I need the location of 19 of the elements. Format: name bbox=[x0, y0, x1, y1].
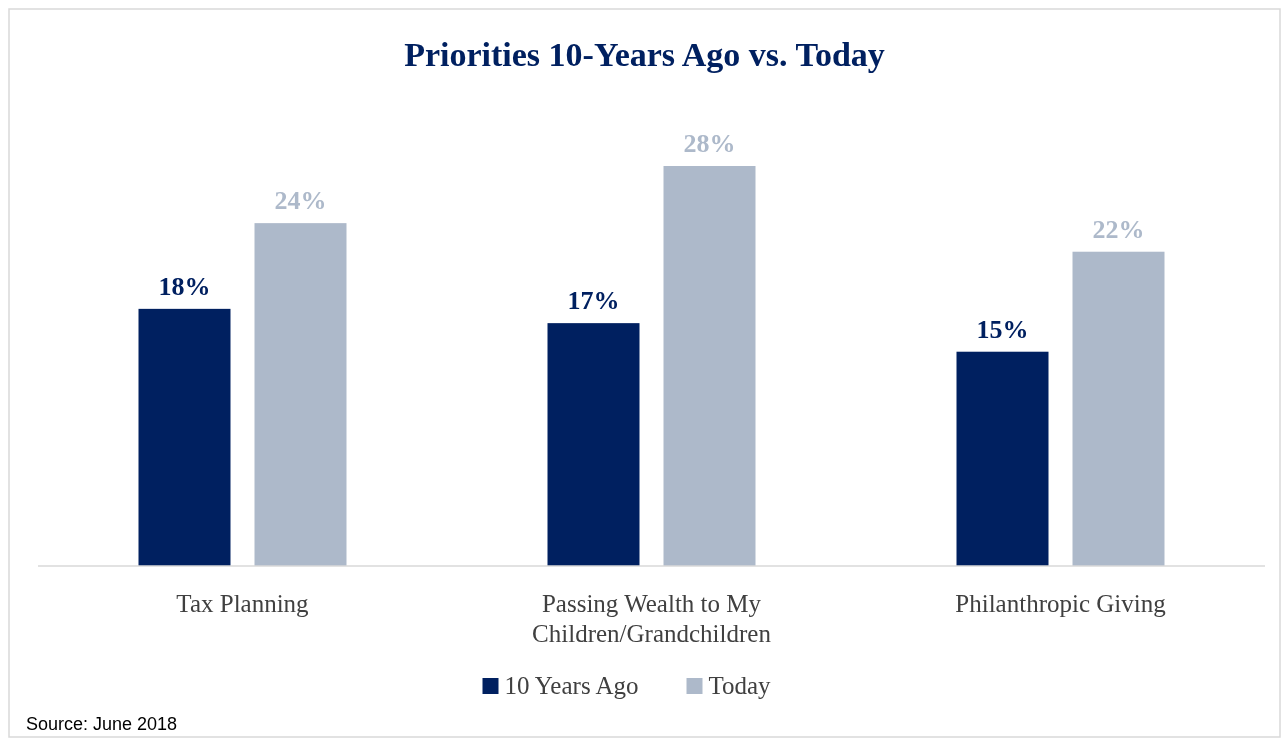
bar bbox=[1072, 251, 1165, 566]
bar bbox=[138, 308, 231, 566]
source-note: Source: June 2018 bbox=[26, 714, 178, 734]
chart-title: Priorities 10-Years Ago vs. Today bbox=[404, 36, 885, 73]
legend-label: 10 Years Ago bbox=[504, 672, 639, 699]
data-label: 24% bbox=[274, 186, 327, 216]
x-tick-label: Passing Wealth to My Children/Grandchildren bbox=[532, 590, 772, 647]
data-label: 17% bbox=[567, 286, 620, 316]
data-label: 18% bbox=[158, 271, 211, 301]
x-tick-label: Tax Planning bbox=[176, 590, 310, 617]
bar bbox=[547, 323, 640, 566]
bar bbox=[254, 223, 347, 566]
bar bbox=[956, 351, 1049, 566]
bar bbox=[663, 166, 756, 566]
data-label: 22% bbox=[1092, 214, 1145, 244]
x-tick-label: Philanthropic Giving bbox=[955, 590, 1167, 617]
data-label: 28% bbox=[683, 129, 736, 158]
data-label: 15% bbox=[976, 314, 1029, 344]
legend-label: Today bbox=[708, 672, 772, 699]
